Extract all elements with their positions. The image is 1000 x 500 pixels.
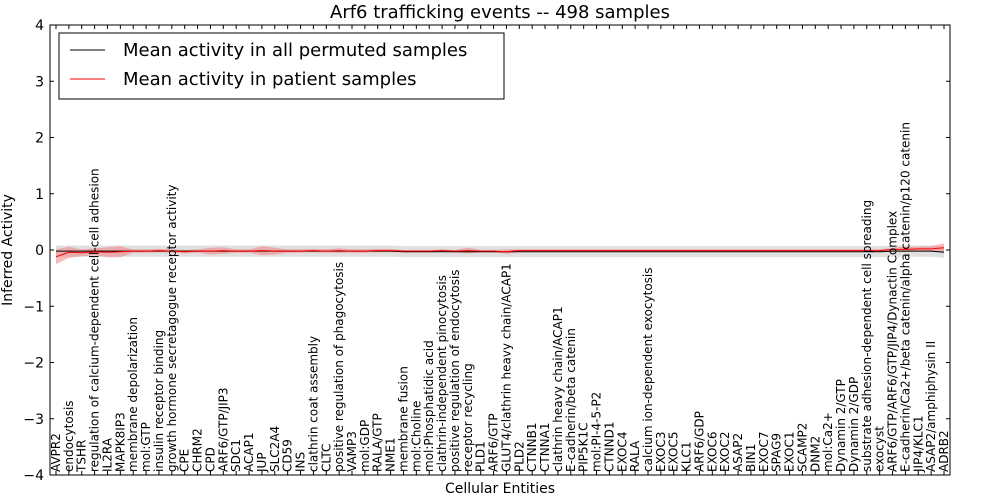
x-tick-label: Dynamin 2/GDP [847,377,861,472]
x-tick-label: INS [294,452,308,472]
y-tick-label: −3 [23,412,44,428]
x-tick-label: BIN1 [744,444,758,472]
x-tick-label: SLC2A4 [268,426,282,472]
x-tick-label: mol:GTP [139,422,153,472]
x-tick-label: mol:Choline [409,401,423,472]
y-tick-label: −1 [23,299,44,315]
x-tick-label: E-cadherin/Ca2+/beta catenin/alpha caten… [898,122,912,472]
x-tick-label: EXOC7 [757,432,771,473]
x-tick-label: RALA/GTP [371,413,385,472]
x-tick-label: SDC1 [229,439,243,472]
x-tick-label: CLTC [319,444,333,472]
x-tick-label: EXOC5 [667,432,681,473]
x-tick-label: NME1 [384,437,398,472]
x-tick-label: clathrin heavy chain/ACAP1 [551,306,565,472]
x-tick-label: EXOC1 [783,432,797,473]
x-tick-label: KLC1 [680,441,694,472]
x-tick-label: regulation of calcium-dependent cell-cel… [88,168,102,472]
series-1-band [56,243,944,265]
x-tick-label: exocyst [873,426,887,472]
x-tick-label: PLD1 [474,441,488,472]
series-1-line [55,247,945,258]
x-tick-label: mol:PI-4-5-P2 [590,392,604,472]
x-tick-label: PIP5K1C [577,422,591,472]
y-tick-label: 4 [35,18,44,34]
x-tick-label: calcium ion-dependent exocytosis [641,268,655,473]
x-tick-label: membrane depolarization [126,317,140,472]
x-tick-label: clathrin coat assembly [306,336,320,472]
x-tick-label: JIP4/KLC1 [911,415,925,473]
x-tick-label: growth hormone secretagogue receptor act… [165,185,179,472]
x-tick-label: ASAP2/amphiphysin II [924,341,938,472]
x-tick-label: CPD [203,447,217,472]
x-tick-label: RALA [628,440,642,472]
x-tick-label: endocytosis [62,400,76,472]
x-tick-label: ARF6/GDP [693,411,707,472]
y-tick-label: −2 [23,356,44,372]
x-tick-label: receptor recycling [461,363,475,472]
x-tick-label: ARF6/GTP/ARF6/GTP/JIP4/Dynactin Complex [886,211,900,472]
x-tick-label: mol:GDP [358,420,372,472]
legend: Mean activity in all permuted samples Mea… [58,32,505,100]
y-tick-label: 3 [35,74,44,90]
x-tick-label: membrane fusion [397,366,411,472]
x-tick-label: PLD2 [512,441,526,472]
x-tick-label: SPAG9 [770,433,784,472]
x-tick-label: mol:Ca2+ [821,412,835,472]
x-tick-label: DNM2 [808,436,822,472]
y-tick-label: 2 [35,131,44,147]
x-tick-label: EXOC6 [705,432,719,473]
x-tick-label: CTNNB1 [525,422,539,472]
x-tick-label: mol:Phosphatidic acid [422,340,436,472]
x-tick-label: JUP [255,452,269,473]
legend-box [58,32,505,100]
x-tick-label: CPE [178,449,192,472]
x-tick-label: TSHR [75,440,89,473]
chart-title: Arf6 trafficking events -- 498 samples [330,2,670,23]
x-tick-label: CTNND1 [602,421,616,472]
x-tick-label: positive regulation of phagocytosis [332,262,346,472]
x-tick-label: SCAMP2 [795,423,809,472]
x-tick-label: EXOC3 [654,432,668,473]
x-tick-label: ADRB2 [937,430,951,472]
legend-label-0: Mean activity in all permuted samples [123,40,467,61]
x-tick-label: clathrin-independent pinocytosis [435,275,449,472]
x-tick-label: AVPR2 [49,433,63,472]
x-tick-label: CD59 [281,439,295,472]
y-tick-label: −4 [23,468,44,484]
x-tick-label: positive regulation of endocytosis [448,269,462,472]
x-tick-label: GLUT4/clathrin heavy chain/ACAP1 [499,263,513,472]
x-tick-label: insulin receptor binding [152,330,166,472]
y-axis-label: Inferred Activity [0,194,16,306]
x-tick-label: substrate adhesion-dependent cell spread… [860,200,874,472]
y-tick-label: 0 [35,243,44,259]
x-tick-label: ACAP1 [242,433,256,472]
x-tick-label: E-cadherin/beta catenin [564,328,578,472]
x-tick-label: ASAP2 [731,433,745,472]
x-tick-label: IL2RA [101,437,115,472]
legend-label-1: Mean activity in patient samples [123,69,417,90]
x-tick-label: CHRM2 [191,428,205,472]
y-tick-labels: −4 −3 −2 −1 0 1 2 3 4 [23,18,950,484]
x-tick-label: ARF6/GTP/JIP3 [216,387,230,472]
x-axis-label: Cellular Entities [445,481,555,497]
x-tick-label: VAMP3 [345,431,359,472]
y-tick-label: 1 [35,187,44,203]
x-tick-label: MAPK8IP3 [113,412,127,472]
x-tick-label: EXOC4 [615,432,629,473]
x-tick-label: CTNNA1 [538,422,552,472]
x-tick-label: Dynamin 2/GTP [834,379,848,472]
x-tick-label: ARF6/GTP [487,413,501,472]
x-tick-label: EXOC2 [718,432,732,473]
